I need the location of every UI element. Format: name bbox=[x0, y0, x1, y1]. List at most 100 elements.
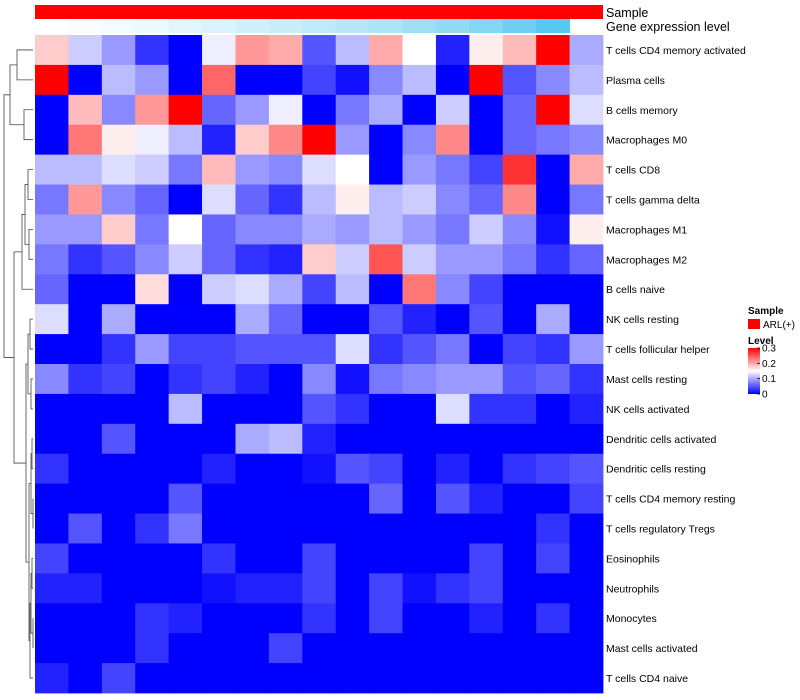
row-label: T cells CD4 naive bbox=[606, 673, 688, 685]
heatmap-cell bbox=[135, 393, 170, 425]
heatmap-cell bbox=[35, 244, 69, 275]
row-label: B cells naive bbox=[606, 284, 665, 296]
heatmap-cell bbox=[35, 364, 69, 395]
heatmap-cell bbox=[235, 304, 270, 335]
heatmap-cell bbox=[135, 64, 170, 96]
heatmap-cell bbox=[536, 573, 570, 604]
heatmap-cell bbox=[202, 663, 236, 694]
heatmap-cell bbox=[68, 274, 103, 305]
heatmap-cell bbox=[536, 274, 570, 305]
heatmap-cell bbox=[335, 64, 370, 96]
heatmap-cell bbox=[435, 393, 470, 425]
heatmap-cell bbox=[402, 244, 437, 275]
heatmap-cell bbox=[35, 94, 69, 126]
heatmap-cell bbox=[569, 453, 604, 485]
heatmap-cell bbox=[569, 94, 604, 126]
heatmap-cell bbox=[369, 124, 403, 156]
heatmap-cell bbox=[469, 274, 504, 305]
heatmap-cell bbox=[168, 603, 203, 634]
heatmap-cell bbox=[235, 513, 270, 544]
heatmap-cell bbox=[168, 663, 203, 694]
heatmap-cell bbox=[235, 154, 270, 185]
heatmap-cell bbox=[536, 214, 570, 245]
heatmap-cell bbox=[402, 64, 437, 96]
heatmap-cell bbox=[402, 393, 437, 425]
heatmap-cell bbox=[536, 603, 570, 634]
heatmap-cell bbox=[68, 633, 103, 664]
heatmap-cell bbox=[502, 513, 537, 544]
heatmap-cell bbox=[569, 393, 604, 425]
heatmap-cell bbox=[369, 64, 403, 96]
heatmap-cell bbox=[235, 483, 270, 514]
heatmap-cell bbox=[469, 423, 504, 455]
heatmap-cell bbox=[68, 393, 103, 425]
heatmap-cell bbox=[101, 573, 136, 604]
heatmap-cell bbox=[469, 154, 504, 185]
legend-level-tick-label: 0.1 bbox=[762, 374, 776, 385]
heatmap-cell bbox=[335, 304, 370, 335]
heatmap-cell bbox=[135, 274, 170, 305]
heatmap-cell bbox=[335, 423, 370, 455]
sample-track-label: Sample bbox=[606, 6, 648, 20]
heatmap-cell bbox=[302, 64, 337, 96]
heatmap-cell bbox=[369, 214, 403, 245]
heatmap-cell bbox=[335, 364, 370, 395]
heatmap-cell bbox=[101, 94, 136, 126]
dendrogram-branch bbox=[27, 169, 33, 200]
heatmap-cell bbox=[35, 304, 69, 335]
heatmap-cell bbox=[569, 483, 604, 514]
dendrogram-branch bbox=[29, 602, 33, 679]
heatmap-cell bbox=[402, 603, 437, 634]
heatmap-cell bbox=[502, 423, 537, 455]
heatmap-cell bbox=[569, 334, 604, 365]
heatmap-cell bbox=[402, 124, 437, 156]
heatmap-cell bbox=[469, 483, 504, 514]
heatmap-cell bbox=[202, 35, 236, 66]
heatmap-cell bbox=[502, 184, 537, 215]
row-label: B cells memory bbox=[606, 105, 679, 117]
heatmap-cell bbox=[101, 364, 136, 395]
gene-expression-track-cell bbox=[469, 19, 504, 33]
heatmap-cell bbox=[435, 573, 470, 604]
heatmap-cell bbox=[235, 244, 270, 275]
heatmap-cell bbox=[369, 573, 403, 604]
heatmap-cell bbox=[35, 573, 69, 604]
sample-annotation-track bbox=[35, 5, 603, 19]
heatmap-cell bbox=[536, 483, 570, 514]
heatmap-cell bbox=[402, 483, 437, 514]
row-labels: T cells CD4 memory activated Plasma cells… bbox=[606, 45, 746, 685]
row-label: T cells follicular helper bbox=[606, 344, 710, 356]
heatmap-cell bbox=[335, 633, 370, 664]
heatmap-cell bbox=[268, 483, 303, 514]
heatmap-cell bbox=[68, 423, 103, 455]
row-label: T cells CD4 memory activated bbox=[606, 45, 746, 57]
heatmap-cell bbox=[135, 244, 170, 275]
heatmap-cell bbox=[369, 334, 403, 365]
heatmap-cell bbox=[101, 603, 136, 634]
heatmap-cell bbox=[335, 184, 370, 215]
dendrogram-branch bbox=[27, 333, 31, 395]
heatmap-cell bbox=[268, 364, 303, 395]
heatmap-cell bbox=[202, 334, 236, 365]
heatmap-cell bbox=[68, 603, 103, 634]
heatmap-cell bbox=[268, 603, 303, 634]
heatmap-cell bbox=[168, 124, 203, 156]
dendrogram-branch bbox=[13, 251, 26, 464]
heatmap-cell bbox=[235, 603, 270, 634]
heatmap-cell bbox=[101, 423, 136, 455]
gene-expression-track-cell bbox=[68, 19, 103, 33]
heatmap-cell bbox=[402, 154, 437, 185]
gene-expression-track-cell bbox=[402, 19, 437, 33]
heatmap-cell bbox=[235, 274, 270, 305]
heatmap-cell bbox=[469, 633, 504, 664]
heatmap-cell bbox=[569, 184, 604, 215]
heatmap-cell bbox=[68, 304, 103, 335]
heatmap-cell bbox=[502, 304, 537, 335]
heatmap-cell bbox=[435, 364, 470, 395]
heatmap-cell bbox=[101, 543, 136, 574]
heatmap-cell bbox=[435, 124, 470, 156]
heatmap-cell bbox=[35, 184, 69, 215]
heatmap-cell bbox=[101, 124, 136, 156]
heatmap-cell bbox=[502, 94, 537, 126]
heatmap-cell bbox=[302, 603, 337, 634]
